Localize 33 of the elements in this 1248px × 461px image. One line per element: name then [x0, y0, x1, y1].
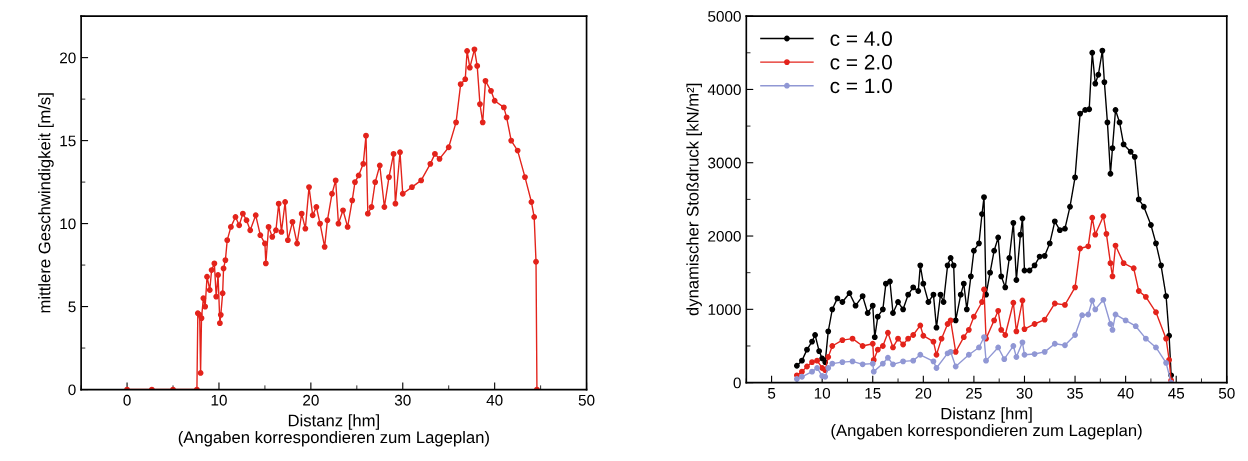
y-tick-label: 4000 [707, 84, 741, 96]
x-tick-label: 5 [767, 388, 776, 399]
x-tick-label: 30 [394, 394, 411, 406]
x-tick-label: 40 [486, 394, 503, 406]
x-tick-label: 50 [1218, 387, 1235, 399]
x-tick-label: 15 [865, 388, 881, 399]
legend-label: c = 4.0 [830, 31, 892, 47]
y-tick-label: 20 [60, 52, 76, 64]
y-axis-title: dynamischer Stoßdruck [kN/m²] [686, 83, 702, 316]
x-tick-label: 35 [1067, 387, 1083, 399]
x-tick-label: 20 [915, 387, 932, 399]
x-tick-label: 45 [1168, 388, 1185, 399]
y-tick-label: 5000 [708, 11, 741, 22]
y-tick-label: 2000 [708, 230, 741, 242]
y-axis-title: mittlere Geschwindigkeit [m/s] [38, 93, 54, 313]
x-tick-label: 40 [1117, 387, 1134, 399]
x-axis-title: Distanz [hm] (Angaben korrespondieren zum Lageplan) [178, 414, 489, 447]
y-tick-label: 15 [60, 135, 76, 147]
y-tick-label: 5 [68, 301, 76, 313]
y-tick-label: 3000 [708, 157, 741, 169]
x-tick-label: 20 [303, 394, 319, 406]
x-tick-label: 10 [211, 394, 227, 406]
legend-label: c = 1.0 [830, 78, 892, 94]
x-tick-label: 30 [1016, 387, 1033, 399]
x-tick-label: 50 [578, 394, 595, 406]
x-axis-title: Distanz [hm] (Angaben korrespondieren zum Lageplan) [831, 407, 1142, 440]
x-tick-label: 0 [123, 394, 131, 406]
y-tick-label: 10 [60, 218, 76, 230]
y-tick-label: 1000 [708, 304, 741, 316]
x-tick-label: 25 [966, 387, 982, 399]
x-tick-label: 10 [814, 387, 831, 399]
y-tick-label: 0 [733, 377, 741, 389]
legend-label: c = 2.0 [830, 54, 892, 70]
